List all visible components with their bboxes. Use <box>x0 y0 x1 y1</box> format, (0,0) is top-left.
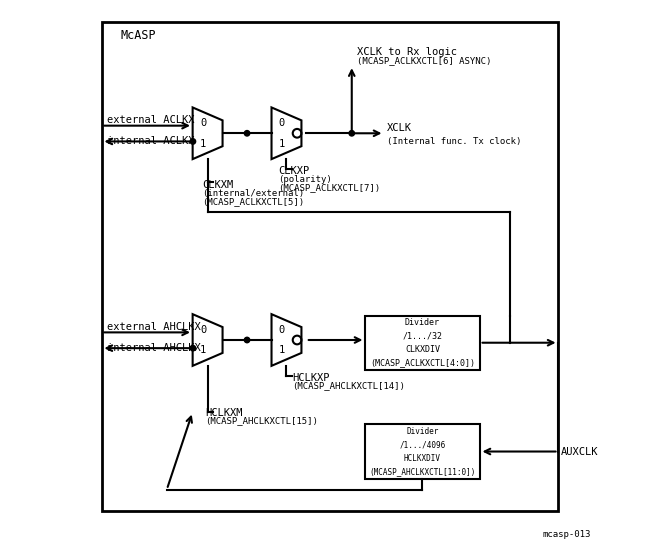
Text: Divider: Divider <box>407 426 439 436</box>
Text: (Internal func. Tx clock): (Internal func. Tx clock) <box>387 137 521 146</box>
Circle shape <box>190 345 195 351</box>
Text: (MCASP_AHCLKXCTL[11:0]): (MCASP_AHCLKXCTL[11:0]) <box>370 467 476 477</box>
Text: CLKXDIV: CLKXDIV <box>405 345 440 354</box>
Text: 1: 1 <box>279 139 285 149</box>
Text: (polarity): (polarity) <box>279 175 332 184</box>
Text: (MCASP_ACLKXCTL[7]): (MCASP_ACLKXCTL[7]) <box>279 183 380 192</box>
Text: mcasp-013: mcasp-013 <box>543 529 591 539</box>
Text: internal AHCLKX: internal AHCLKX <box>107 343 201 353</box>
Text: external ACLKX: external ACLKX <box>107 115 195 125</box>
Text: Divider: Divider <box>405 318 440 327</box>
Text: AUXCLK: AUXCLK <box>561 447 599 456</box>
Text: (MCASP_ACLKXCTL[6] ASYNC): (MCASP_ACLKXCTL[6] ASYNC) <box>357 57 492 65</box>
Text: (internal/external): (internal/external) <box>202 189 304 197</box>
Text: McASP: McASP <box>121 29 156 42</box>
Text: (MCASP_ACLKXCTL[5]): (MCASP_ACLKXCTL[5]) <box>202 197 304 206</box>
Text: (MCASP_AHCLKXCTL[15]): (MCASP_AHCLKXCTL[15]) <box>205 417 317 425</box>
Text: 0: 0 <box>279 118 285 128</box>
Text: external AHCLKX: external AHCLKX <box>107 322 201 332</box>
Text: 0: 0 <box>279 325 285 335</box>
Text: CLKXP: CLKXP <box>279 166 310 176</box>
Text: (MCASP_ACLKXCTL[4:0]): (MCASP_ACLKXCTL[4:0]) <box>370 358 475 368</box>
Text: 0: 0 <box>200 118 206 128</box>
Text: internal ACLKX: internal ACLKX <box>107 137 195 146</box>
Text: /1.../4096: /1.../4096 <box>399 440 446 449</box>
Text: (MCASP_AHCLKXCTL[14]): (MCASP_AHCLKXCTL[14]) <box>292 381 405 390</box>
Circle shape <box>190 139 195 144</box>
Text: 1: 1 <box>279 345 285 355</box>
Text: CLKXM: CLKXM <box>202 180 234 190</box>
Text: HCLKXDIV: HCLKXDIV <box>404 454 441 463</box>
Circle shape <box>349 131 354 136</box>
Text: HCLKXM: HCLKXM <box>205 409 242 418</box>
Text: 1: 1 <box>200 345 206 355</box>
Text: /1.../32: /1.../32 <box>403 331 442 341</box>
Circle shape <box>244 337 249 343</box>
Text: XCLK: XCLK <box>387 123 412 133</box>
Text: XCLK to Rx logic: XCLK to Rx logic <box>357 47 457 57</box>
Text: 0: 0 <box>200 325 206 335</box>
Text: 1: 1 <box>200 139 206 149</box>
Circle shape <box>244 131 249 136</box>
Text: HCLKXP: HCLKXP <box>292 373 329 383</box>
